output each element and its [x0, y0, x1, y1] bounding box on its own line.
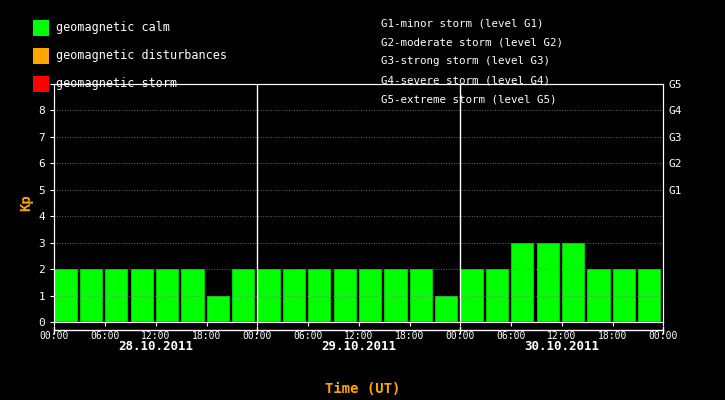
Text: G4-severe storm (level G4): G4-severe storm (level G4) [381, 76, 550, 86]
Text: G2-moderate storm (level G2): G2-moderate storm (level G2) [381, 37, 563, 47]
Bar [511, 243, 534, 322]
Bar [105, 269, 128, 322]
Text: Time (UT): Time (UT) [325, 382, 400, 396]
Text: 28.10.2011: 28.10.2011 [118, 340, 194, 353]
Bar [283, 269, 306, 322]
Bar [460, 269, 484, 322]
Bar [130, 269, 154, 322]
Bar [435, 296, 458, 322]
Bar [562, 243, 585, 322]
Text: 30.10.2011: 30.10.2011 [524, 340, 600, 353]
Bar [54, 269, 78, 322]
Bar [156, 269, 179, 322]
Bar [587, 269, 610, 322]
Text: geomagnetic calm: geomagnetic calm [56, 22, 170, 34]
Bar [384, 269, 407, 322]
Bar [207, 296, 230, 322]
Bar [638, 269, 661, 322]
Text: G1-minor storm (level G1): G1-minor storm (level G1) [381, 18, 543, 28]
Text: geomagnetic storm: geomagnetic storm [56, 78, 177, 90]
Bar [359, 269, 382, 322]
Bar [536, 243, 560, 322]
Bar [232, 269, 255, 322]
Bar [334, 269, 357, 322]
Text: G3-strong storm (level G3): G3-strong storm (level G3) [381, 56, 550, 66]
Bar [257, 269, 281, 322]
Bar [80, 269, 103, 322]
Bar [181, 269, 204, 322]
Bar [410, 269, 433, 322]
Text: 29.10.2011: 29.10.2011 [321, 340, 397, 353]
Bar [308, 269, 331, 322]
Text: geomagnetic disturbances: geomagnetic disturbances [56, 50, 227, 62]
Y-axis label: Kp: Kp [19, 195, 33, 211]
Bar [613, 269, 636, 322]
Text: G5-extreme storm (level G5): G5-extreme storm (level G5) [381, 95, 556, 105]
Bar [486, 269, 509, 322]
